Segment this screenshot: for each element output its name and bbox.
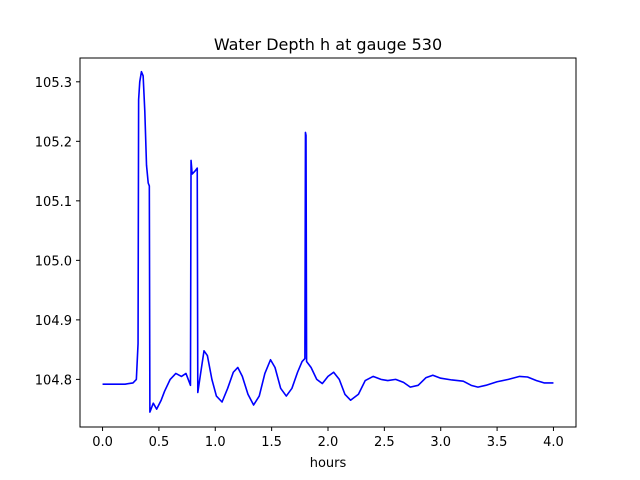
y-axis: 104.8 104.9 105.0 105.1 105.2 105.3 [35,76,80,388]
x-tick-label: 2.5 [374,435,395,450]
plot-frame [79,57,577,428]
y-tick-label: 105.2 [35,135,72,150]
y-tick-label: 104.9 [35,314,72,329]
x-axis: 0.0 0.5 1.0 1.5 2.0 2.5 3.0 3.5 4.0 [92,427,564,450]
series-line [102,70,554,413]
y-tick-label: 105.0 [35,254,72,269]
y-tick-label: 105.1 [35,195,72,210]
x-tick-label: 0.5 [149,435,170,450]
y-tick-label: 104.8 [35,373,72,388]
x-tick-label: 3.0 [430,435,451,450]
x-tick-label: 1.5 [261,435,282,450]
x-tick-label: 1.0 [205,435,226,450]
x-tick-label: 0.0 [92,435,113,450]
y-tick-label: 105.3 [35,76,72,91]
x-tick-label: 2.0 [318,435,339,450]
x-tick-label: 3.5 [487,435,508,450]
chart-title: Water Depth h at gauge 530 [214,35,442,54]
x-axis-label: hours [310,456,347,471]
x-tick-label: 4.0 [543,435,564,450]
